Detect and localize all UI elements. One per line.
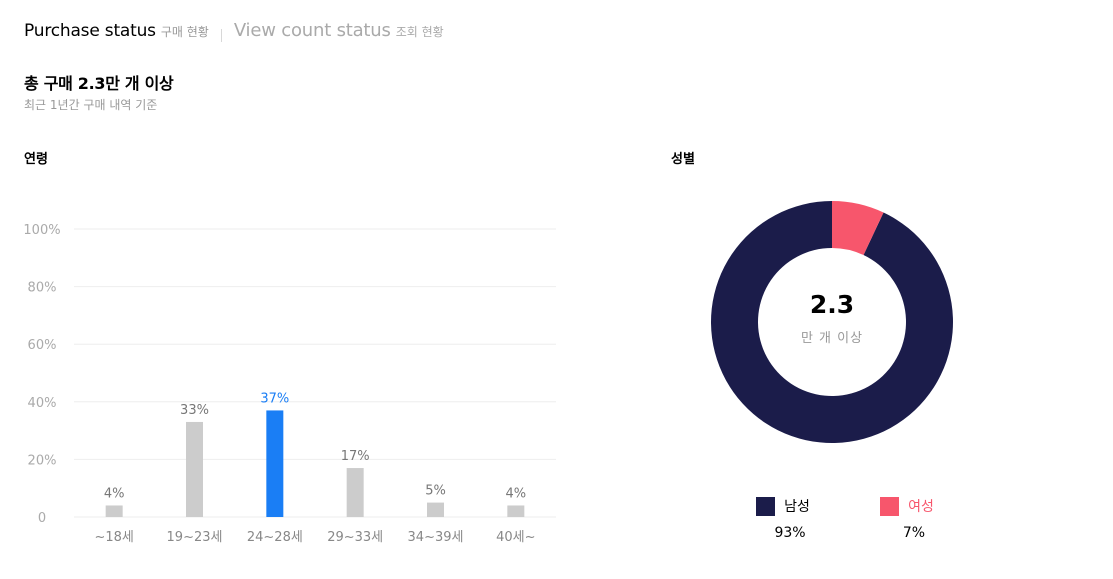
bar-value-label: 17%	[341, 449, 370, 464]
age-bar-chart: 0 20% 40% 60% 80% 100% 4% ~18세 33% 19~23세 37% 24~28…	[23, 223, 556, 545]
legend-value-male: 93%	[774, 525, 806, 541]
legend-label-male: 남성	[784, 499, 810, 515]
bar-value-label: 5%	[425, 484, 446, 499]
bar	[105, 505, 123, 517]
bar	[186, 421, 203, 517]
status-tabs: Purchase status 구매 현황 View count status …	[24, 20, 444, 50]
tab-view-count-status-label: View count status	[233, 20, 391, 41]
bar	[507, 505, 525, 517]
x-tick-label: 29~33세	[327, 530, 383, 545]
x-tick-label: 19~23세	[167, 530, 223, 545]
legend-value-female: 7%	[902, 525, 926, 541]
bar-value-label: 33%	[180, 403, 209, 418]
tab-view-count-status-sublabel: 조회 현황	[395, 25, 444, 39]
bar-value-label: 4%	[104, 486, 125, 501]
x-tick-label: 34~39세	[408, 530, 464, 545]
donut-svg	[711, 201, 953, 443]
bar	[427, 502, 444, 517]
y-tick-label: 100%	[23, 223, 60, 238]
bar	[266, 410, 284, 517]
gender-donut-chart: 2.3 만 개 이상	[700, 190, 964, 454]
tab-view-count-status[interactable]: View count status 조회 현황	[234, 20, 444, 41]
x-tick-label: ~18세	[94, 530, 133, 545]
tab-purchase-status-sublabel: 구매 현황	[160, 25, 209, 39]
y-tick-label: 80%	[28, 281, 57, 296]
legend-item-male: 남성 93%	[738, 496, 828, 541]
bar	[346, 468, 364, 517]
y-tick-label: 40%	[28, 396, 57, 411]
tab-divider	[220, 28, 222, 42]
tab-purchase-status[interactable]: Purchase status 구매 현황	[24, 21, 209, 41]
legend-swatch-male	[756, 496, 776, 516]
bar-value-label: 37%	[260, 391, 289, 406]
x-tick-label: 40세~	[496, 530, 535, 545]
legend-label-female: 여성	[908, 499, 934, 515]
donut-slice-male	[711, 201, 953, 443]
tab-purchase-status-label: Purchase status	[24, 21, 156, 41]
y-tick-label: 0	[38, 511, 46, 526]
bar-value-label: 4%	[506, 486, 527, 501]
summary-subline: 최근 1년간 구매 내역 기준	[24, 98, 158, 112]
summary-headline: 총 구매 2.3만 개 이상	[24, 74, 174, 93]
donut-slice-female	[832, 201, 884, 256]
gender-chart-title: 성별	[671, 152, 695, 167]
legend-swatch-female	[880, 496, 900, 516]
y-tick-label: 60%	[28, 338, 57, 353]
age-chart-title: 연령	[24, 152, 48, 167]
x-tick-label: 24~28세	[247, 530, 303, 545]
legend-item-female: 여성 7%	[862, 496, 952, 541]
y-tick-label: 20%	[28, 453, 57, 468]
